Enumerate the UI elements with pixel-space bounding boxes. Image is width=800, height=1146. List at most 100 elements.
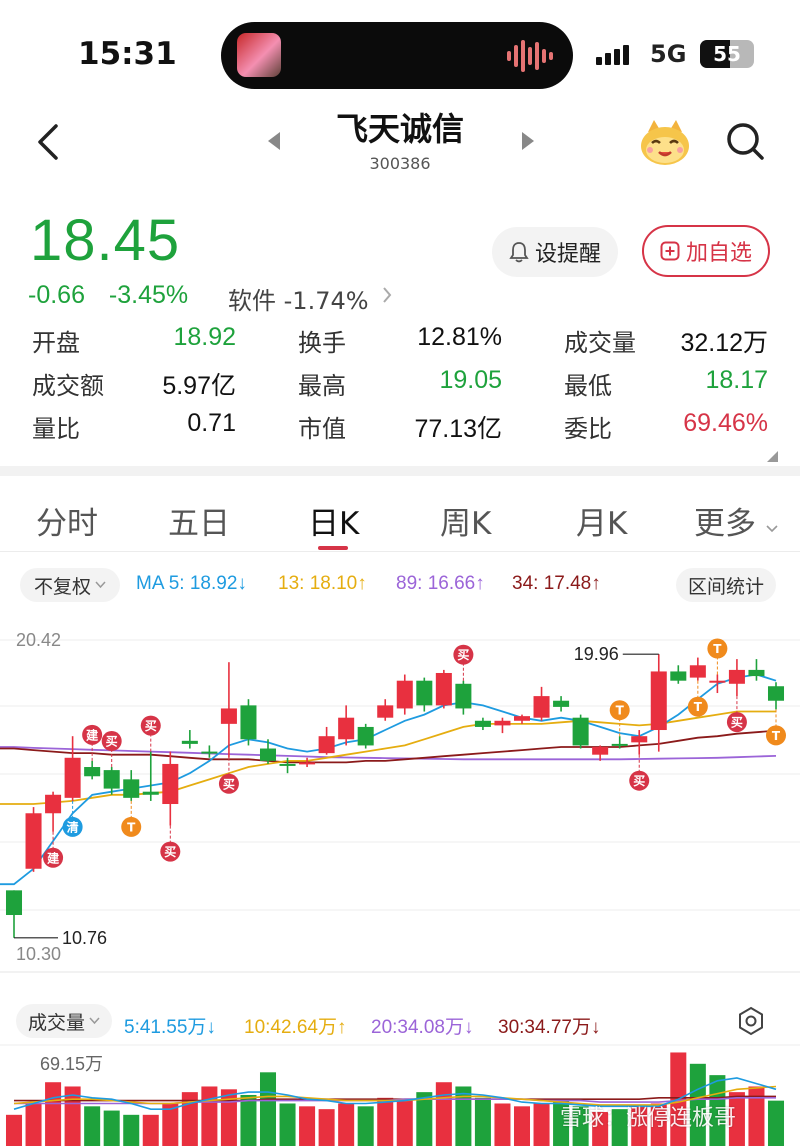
- tab-more-label: 更多: [694, 506, 756, 542]
- signal-marker: 买: [629, 754, 650, 791]
- volume-y-axis-label: 69.15万: [40, 1054, 103, 1074]
- tab-intraday[interactable]: 分时: [36, 506, 98, 542]
- ma89-line: [0, 746, 777, 761]
- y-axis-top-label: 20.42: [16, 630, 61, 650]
- audio-wave-icon: [507, 38, 553, 74]
- volume-bar: [513, 1106, 531, 1146]
- candle: [240, 699, 257, 746]
- signal-marker: 买: [140, 715, 161, 752]
- candle-body: [709, 680, 726, 683]
- period-tabs: 分时 五日 日K 周K 月K 更多: [0, 478, 800, 552]
- signal-label: 清: [67, 819, 79, 834]
- candle: [84, 760, 101, 780]
- vol-ma5-value: 5:41.55万↓: [124, 1017, 216, 1038]
- candle-body: [123, 779, 140, 798]
- signal-badge: [62, 816, 83, 837]
- volume-bar: [572, 1106, 589, 1146]
- candle: [25, 807, 42, 872]
- tab-five-day[interactable]: 五日: [168, 506, 230, 542]
- candle: [259, 739, 277, 764]
- candle: [45, 791, 62, 832]
- range-stats-button[interactable]: 区间统计: [676, 568, 776, 602]
- bell-icon: [509, 242, 529, 263]
- next-stock-button[interactable]: [520, 130, 536, 156]
- signal-label: 买: [106, 735, 118, 749]
- stats-row: 量比 0.71 市值 77.13亿 委比 69.46%: [0, 409, 800, 452]
- sector-link[interactable]: 软件 -1.74%: [228, 281, 369, 316]
- indicator-label: 成交量: [27, 1011, 85, 1034]
- candle-body: [650, 671, 667, 731]
- candle: [338, 705, 355, 746]
- candle: [103, 767, 120, 795]
- signal-badge: [629, 770, 650, 791]
- volume-bar: [377, 1097, 394, 1146]
- volume-bar: [748, 1086, 765, 1146]
- candle: [318, 726, 335, 755]
- set-alert-button[interactable]: 设提醒: [492, 227, 618, 277]
- candle-body: [435, 672, 452, 706]
- tab-daily-k[interactable]: 日K: [308, 506, 360, 542]
- search-button[interactable]: [724, 120, 766, 166]
- mascot-button[interactable]: [638, 118, 692, 172]
- volume-bar: [25, 1103, 42, 1146]
- candle-body: [142, 791, 159, 795]
- y-axis-bottom-label: 10.30: [16, 944, 61, 964]
- tab-more[interactable]: 更多: [694, 498, 778, 543]
- signal-marker: 买: [726, 696, 747, 733]
- volume-legend-bar: 成交量 5:41.55万↓ 10:42.64万↑ 20:34.08万↓ 30:3…: [0, 1000, 800, 1042]
- ma13-value: 13: 18.10↑: [278, 573, 367, 594]
- volume-bar: [631, 1106, 648, 1146]
- candle-body: [572, 717, 589, 746]
- candle-body: [181, 740, 198, 744]
- prev-stock-button[interactable]: [266, 130, 282, 156]
- candle: [455, 680, 472, 715]
- stat-value: 18.17: [705, 366, 768, 394]
- adjust-dropdown[interactable]: 不复权: [20, 568, 120, 602]
- stat-label: 委比: [564, 415, 612, 443]
- price-change: -0.66 -3.45%: [28, 281, 188, 310]
- volume-chart[interactable]: 69.15万: [0, 1044, 800, 1146]
- candle-body: [64, 757, 81, 798]
- expand-corner-icon[interactable]: [767, 451, 778, 462]
- tab-monthly-k[interactable]: 月K: [576, 506, 628, 542]
- stat-value: 32.12万: [680, 329, 768, 357]
- section-divider: [0, 466, 800, 476]
- volume-bar: [84, 1106, 101, 1146]
- mascot-icon: [641, 120, 689, 165]
- signal-label: 建: [85, 727, 99, 742]
- signal-marker: T: [707, 638, 728, 675]
- indicator-dropdown[interactable]: 成交量: [16, 1004, 112, 1038]
- signal-marker: T: [766, 709, 786, 746]
- signal-label: T: [694, 700, 703, 714]
- settings-button[interactable]: [736, 1006, 766, 1041]
- volume-bar: [162, 1103, 179, 1146]
- dynamic-island[interactable]: [221, 22, 573, 89]
- signal-badge: [121, 816, 142, 837]
- candle-body: [318, 736, 335, 754]
- candle-body: [592, 746, 609, 755]
- signal-label: T: [616, 704, 625, 718]
- volume-bar: [494, 1103, 511, 1146]
- candle: [650, 654, 667, 752]
- back-button[interactable]: [34, 122, 64, 166]
- candle-body: [201, 751, 218, 754]
- signal-marker: 买: [160, 825, 181, 862]
- add-watchlist-button[interactable]: 加自选: [642, 225, 770, 277]
- candle-body: [377, 705, 394, 718]
- candle: [533, 686, 550, 721]
- volume-bar: [416, 1092, 433, 1146]
- change-value: -0.66: [28, 281, 85, 309]
- tab-weekly-k[interactable]: 周K: [440, 506, 492, 542]
- min-price-label: 10.76: [62, 928, 107, 948]
- signal-icon: [596, 45, 629, 65]
- volume-bar: [767, 1100, 785, 1146]
- signal-badge: [160, 841, 181, 862]
- signal-marker: 买: [101, 731, 122, 768]
- candle: [435, 669, 452, 709]
- candle: [220, 662, 237, 758]
- volume-bar: [181, 1092, 198, 1146]
- candle: [572, 714, 589, 749]
- signal-label: T: [127, 820, 136, 834]
- candle: [728, 659, 745, 697]
